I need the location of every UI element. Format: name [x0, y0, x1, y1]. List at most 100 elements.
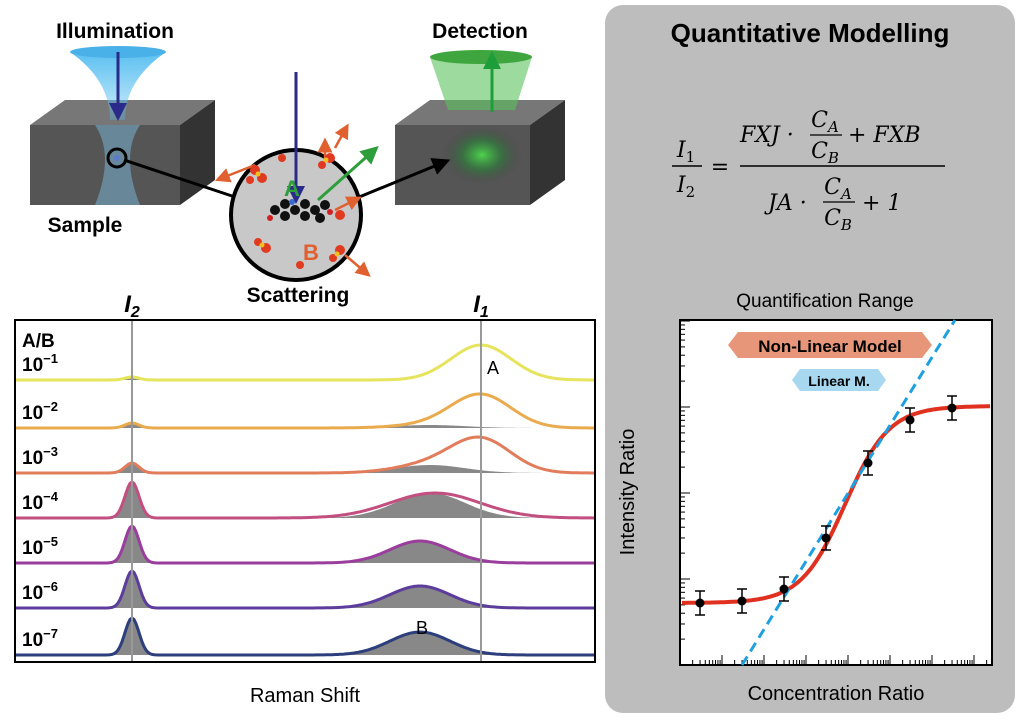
ratio-base: 10 [22, 538, 43, 559]
data-point [863, 458, 873, 468]
spectra: 10−110−210−310−410−510−610−7 [16, 321, 595, 661]
linear-badge [792, 369, 886, 391]
eq-equals: = [711, 155, 729, 180]
peak-label-sub: 2 [130, 304, 140, 321]
ratio-exp: −2 [43, 399, 58, 414]
spectrum [16, 392, 594, 430]
spectrum [16, 569, 594, 610]
ratio-base: 10 [22, 355, 43, 376]
detection-box [395, 100, 565, 205]
molecule-label: A [284, 176, 300, 201]
eq-term: I1 [676, 138, 695, 166]
equation: I1 I2 = FXJ · CA CB + FXB JA · CA CB + 1 [672, 108, 945, 234]
eq-term: CB [824, 206, 852, 234]
axis-label: Intensity Ratio [617, 429, 639, 556]
ratio-base: 10 [22, 448, 43, 469]
ratio-base: 10 [22, 630, 43, 651]
data-point [947, 403, 957, 413]
spectrum [16, 435, 594, 475]
label: Detection [432, 20, 528, 43]
connector [123, 158, 233, 198]
data-point [821, 533, 831, 543]
label: Scattering [247, 284, 350, 307]
data-point [695, 598, 705, 608]
eq-base: I [676, 173, 687, 198]
ratio-label: 10−7 [22, 626, 58, 651]
eq-term: CA [824, 175, 852, 203]
label: Sample [48, 214, 123, 237]
spectra-frame [14, 319, 596, 663]
ratio-base: 10 [22, 493, 43, 514]
eq-sub: B [840, 216, 852, 234]
ratio-exp: −1 [43, 351, 58, 366]
scattering-circle [215, 72, 379, 282]
ratio-label: 10−6 [22, 579, 58, 604]
eq-term: JA · [764, 191, 807, 216]
component-fill [16, 526, 594, 563]
component-fill [16, 463, 594, 473]
eq-sub: A [839, 185, 852, 203]
data-point [737, 596, 747, 606]
peak-label: I1 [473, 291, 489, 321]
eq-base: C [811, 139, 828, 164]
cone [430, 57, 532, 110]
label: Illumination [56, 20, 174, 43]
eq-term: + FXB [848, 123, 921, 148]
ratio-label: 10−4 [22, 489, 59, 514]
ratio-label: 10−3 [22, 444, 58, 469]
component-fill [16, 423, 594, 428]
band-label: A [487, 358, 499, 378]
eq-sub: 1 [686, 148, 696, 166]
eq-base: C [824, 175, 841, 200]
peak-label: I2 [124, 291, 140, 321]
spectrum [16, 343, 594, 382]
badge-label: Linear M. [808, 373, 869, 389]
molecule-label: B [303, 240, 319, 265]
ratio-exp: −4 [43, 489, 59, 504]
eq-term: I2 [676, 173, 695, 201]
badge-label: Non-Linear Model [758, 337, 902, 356]
eq-base: C [824, 206, 841, 231]
ratio-exp: −3 [43, 444, 58, 459]
ratio-base: 10 [22, 583, 43, 604]
eq-term: FXJ · [739, 123, 794, 148]
component-fill [16, 482, 594, 518]
peak-label-base: I [473, 291, 481, 318]
spectrum [16, 524, 594, 565]
ratio-base: 10 [22, 403, 43, 424]
eq-sub: A [826, 118, 839, 136]
peak-label-sub: 1 [480, 304, 489, 321]
connector [351, 158, 451, 202]
sample-box [30, 100, 215, 205]
ratio-exp: −6 [43, 579, 58, 594]
band-label: B [416, 618, 428, 638]
eq-base: I [676, 138, 687, 163]
eq-term: CA [811, 108, 839, 136]
panel-title: Quantitative Modelling [671, 18, 950, 48]
axis-label: Raman Shift [250, 685, 360, 707]
peak-label-base: I [124, 291, 132, 318]
eq-sub: B [827, 149, 839, 167]
component-fill [16, 571, 594, 608]
ratio-exp: −5 [43, 534, 58, 549]
plot-title: Quantification Range [736, 291, 913, 312]
spectrum [16, 616, 594, 657]
ratio-label: 10−5 [22, 534, 58, 559]
ratio-label: 10−2 [22, 399, 58, 424]
eq-term: CB [811, 139, 839, 167]
data-point [905, 415, 915, 425]
model-curve [682, 404, 990, 605]
eq-term: + 1 [862, 191, 901, 216]
ratio-label: 10−1 [22, 351, 58, 376]
data-point [779, 584, 789, 594]
plot [679, 319, 990, 666]
nonlinear-badge [728, 332, 932, 358]
eq-sub: 2 [686, 183, 696, 201]
linear-fit [740, 319, 957, 666]
component-fill [16, 618, 594, 655]
ratio-exp: −7 [43, 626, 58, 641]
eq-base: C [811, 108, 828, 133]
ratio-header: A/B [22, 331, 55, 352]
